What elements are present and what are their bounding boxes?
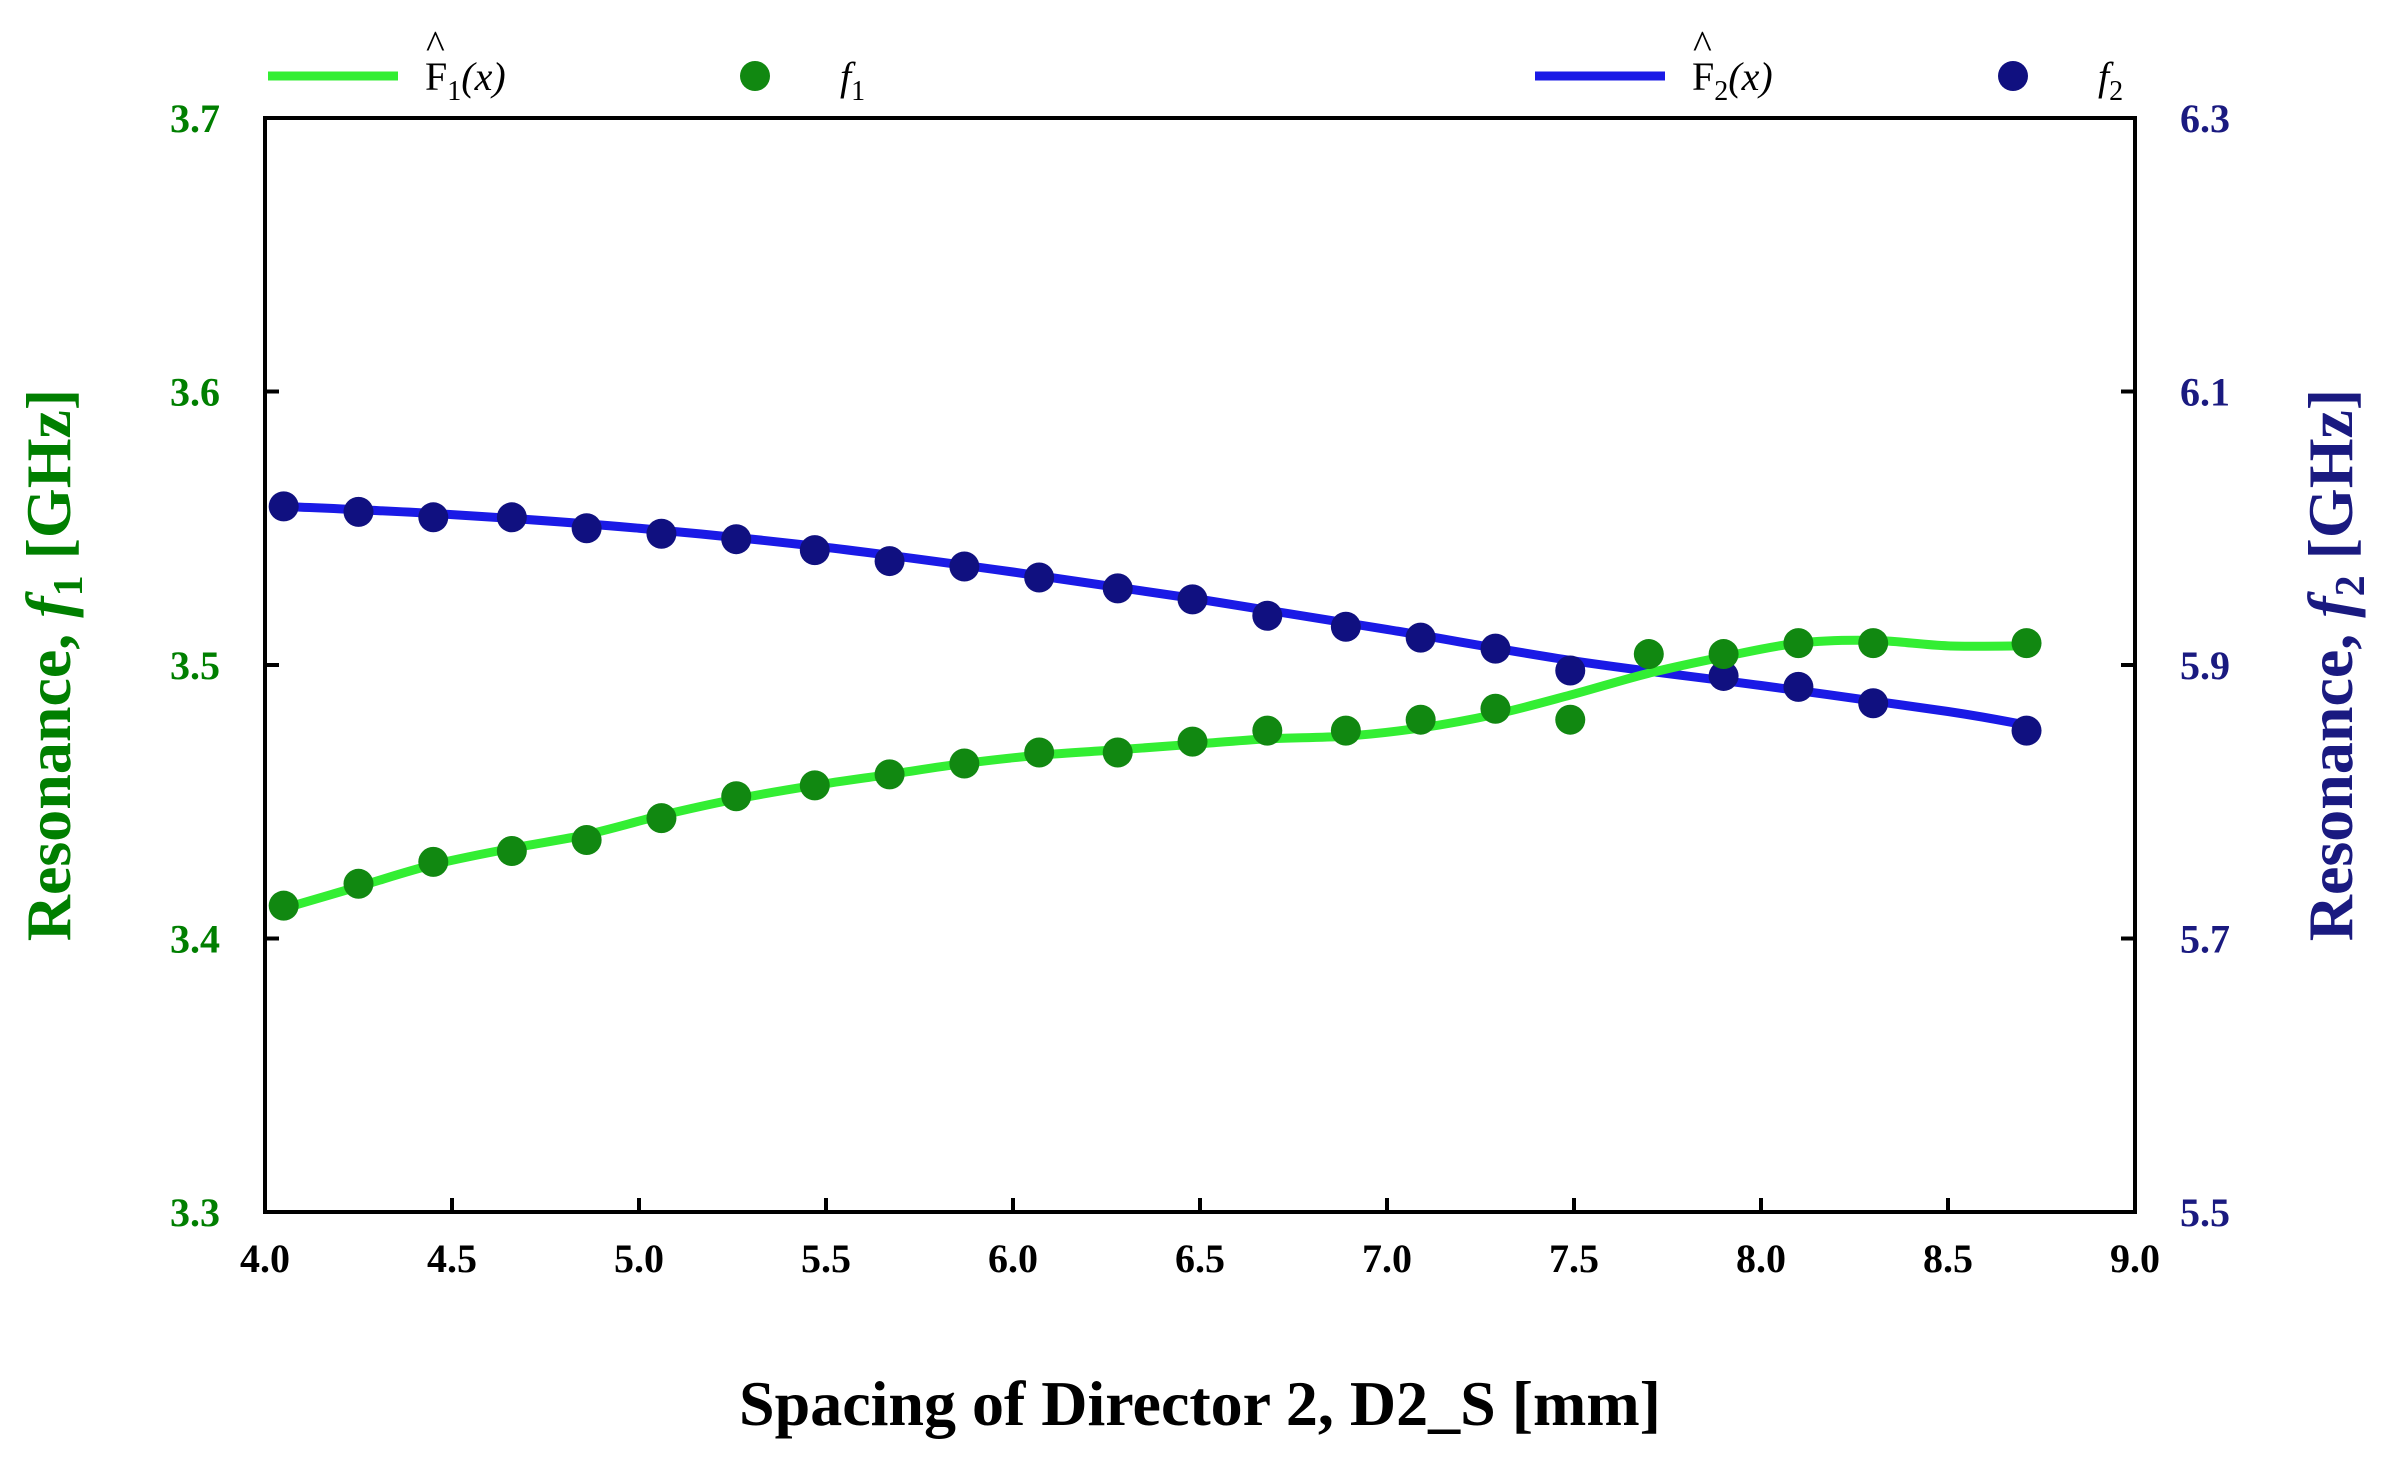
legend: F1(x)^f1 F2(x)^f2 xyxy=(268,22,2123,107)
series-layer xyxy=(268,491,2042,921)
series-f1-point xyxy=(949,748,980,779)
series-f2-point xyxy=(1330,611,1361,642)
series-f1-point xyxy=(571,825,602,856)
series-f2-point xyxy=(874,546,905,577)
y-right-sub: 2 xyxy=(2328,575,2374,596)
series-f2-point xyxy=(1177,584,1208,615)
y-left-tick-label: 3.5 xyxy=(170,643,220,688)
y-left-prefix: Resonance, xyxy=(13,618,84,942)
series-f2-point xyxy=(1102,573,1133,604)
x-tick-label: 5.5 xyxy=(801,1236,851,1281)
y-right-tick-label: 5.5 xyxy=(2180,1190,2230,1235)
series-f1-point xyxy=(418,846,449,877)
x-tick-label: 6.5 xyxy=(1175,1236,1225,1281)
series-f2-point xyxy=(1555,655,1586,686)
series-f1-point xyxy=(1480,693,1511,724)
series-f2-point xyxy=(496,502,527,533)
series-f2-point xyxy=(799,535,830,566)
x-tick-label: 7.5 xyxy=(1549,1236,1599,1281)
series-f2-point xyxy=(1783,671,1814,702)
series-f1-point xyxy=(496,835,527,866)
x-tick-label: 4.0 xyxy=(240,1236,290,1281)
series-f2-point xyxy=(1708,660,1739,691)
y-axis-label-left: Resonance, f1 [GHz] xyxy=(13,389,92,941)
x-tick-label: 9.0 xyxy=(2110,1236,2160,1281)
y-left-tick-label: 3.3 xyxy=(170,1190,220,1235)
axes: 4.0 4.5 5.0 5.5 6.0 6.5 7.0 7.5 8.0 8.5 9.0 3.3 3.4 3… xyxy=(170,96,2230,1281)
legend-F1-fit-label: F1(x) xyxy=(425,54,506,107)
x-tick-label: 5.0 xyxy=(614,1236,664,1281)
plot-frame xyxy=(263,116,2137,1214)
series-f2-point xyxy=(418,502,449,533)
y-right-tick-label: 6.1 xyxy=(2180,370,2230,415)
y-left-tick-label: 3.7 xyxy=(170,96,220,141)
series-f2-point xyxy=(1858,688,1889,719)
x-tick-label: 4.5 xyxy=(427,1236,477,1281)
series-F2-fit-line xyxy=(279,501,2032,730)
series-f1-point xyxy=(1252,715,1283,746)
y-right-tick-label: 6.3 xyxy=(2180,96,2230,141)
y-axis-label-right: Resonance, f2 [GHz] xyxy=(2295,389,2374,941)
y-left-sub: 1 xyxy=(46,575,92,596)
x-tick-label: 8.5 xyxy=(1923,1236,1973,1281)
series-f1-point xyxy=(1177,726,1208,757)
legend-f1-swatch xyxy=(740,61,770,91)
series-f1-point xyxy=(1405,704,1436,735)
x-tick-label: 7.0 xyxy=(1362,1236,1412,1281)
series-f2-point xyxy=(1024,562,1055,593)
series-f1-point xyxy=(1330,715,1361,746)
series-f1-point xyxy=(1555,704,1586,735)
series-f2-point xyxy=(268,491,299,522)
series-f2-point xyxy=(1252,600,1283,631)
y-left-tick-label: 3.4 xyxy=(170,917,220,962)
series-f1-point xyxy=(799,770,830,801)
x-tick-label: 6.0 xyxy=(988,1236,1038,1281)
series-f2-point xyxy=(1405,622,1436,653)
y-right-tick-label: 5.9 xyxy=(2180,643,2230,688)
series-f2-point xyxy=(646,518,677,549)
legend-F2-fit-hat: ^ xyxy=(1693,22,1712,67)
y-right-tick-label: 5.7 xyxy=(2180,917,2230,962)
series-f2-point xyxy=(2011,715,2042,746)
series-f1-point xyxy=(1783,628,1814,659)
series-F1-fit-line xyxy=(279,635,2032,913)
series-f1-point xyxy=(1708,639,1739,670)
y-left-suffix: [GHz] xyxy=(13,389,84,576)
series-f1-point xyxy=(268,890,299,921)
series-f2-point xyxy=(949,551,980,582)
legend-F1-fit-hat: ^ xyxy=(426,22,445,67)
x-axis-label: Spacing of Director 2, D2_S [mm] xyxy=(739,1368,1661,1439)
series-f1-point xyxy=(1024,737,1055,768)
x-tick-label: 8.0 xyxy=(1736,1236,1786,1281)
series-f1-point xyxy=(874,759,905,790)
legend-F2-fit-label: F2(x) xyxy=(1692,54,1773,107)
series-f1-point xyxy=(1633,639,1664,670)
series-f2-point xyxy=(571,513,602,544)
series-f2-point xyxy=(721,524,752,555)
legend-f1-label: f1 xyxy=(840,54,865,107)
legend-f2-label: f2 xyxy=(2098,54,2123,107)
series-f1-point xyxy=(721,781,752,812)
series-f1-point xyxy=(1858,628,1889,659)
series-f1-point xyxy=(2011,628,2042,659)
series-f1-point xyxy=(646,803,677,834)
series-f1-point xyxy=(343,868,374,899)
y-right-prefix: Resonance, xyxy=(2295,618,2366,942)
series-f2-point xyxy=(343,496,374,527)
series-f1-point xyxy=(1102,737,1133,768)
y-right-suffix: [GHz] xyxy=(2295,389,2366,576)
legend-f2-swatch xyxy=(1998,61,2028,91)
series-f2-point xyxy=(1480,633,1511,664)
y-left-tick-label: 3.6 xyxy=(170,370,220,415)
